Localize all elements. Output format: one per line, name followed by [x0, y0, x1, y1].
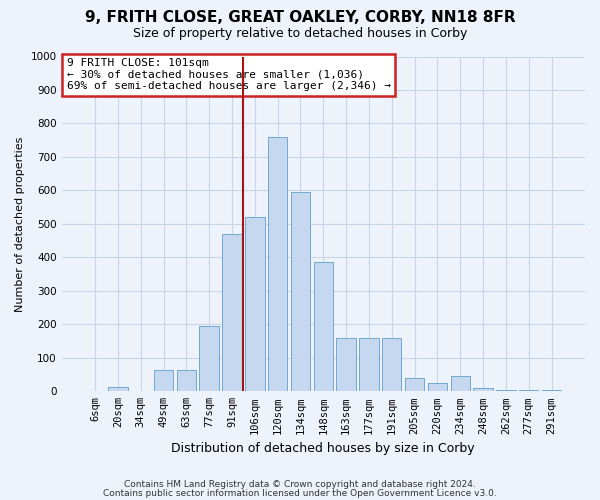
Text: Contains public sector information licensed under the Open Government Licence v3: Contains public sector information licen… [103, 490, 497, 498]
Bar [359, 338, 379, 392]
Bar [222, 234, 242, 392]
Bar [245, 217, 265, 392]
Bar [268, 137, 287, 392]
Bar [496, 390, 515, 392]
Y-axis label: Number of detached properties: Number of detached properties [15, 136, 25, 312]
Bar [108, 388, 128, 392]
Bar [154, 370, 173, 392]
Bar [428, 383, 447, 392]
Bar [519, 390, 538, 392]
Text: Size of property relative to detached houses in Corby: Size of property relative to detached ho… [133, 28, 467, 40]
Bar [473, 388, 493, 392]
Bar [542, 390, 561, 392]
Text: 9 FRITH CLOSE: 101sqm
← 30% of detached houses are smaller (1,036)
69% of semi-d: 9 FRITH CLOSE: 101sqm ← 30% of detached … [67, 58, 391, 92]
Bar [337, 338, 356, 392]
Bar [291, 192, 310, 392]
Bar [314, 262, 333, 392]
Bar [451, 376, 470, 392]
Bar [199, 326, 219, 392]
X-axis label: Distribution of detached houses by size in Corby: Distribution of detached houses by size … [172, 442, 475, 455]
Bar [382, 338, 401, 392]
Text: Contains HM Land Registry data © Crown copyright and database right 2024.: Contains HM Land Registry data © Crown c… [124, 480, 476, 489]
Bar [176, 370, 196, 392]
Bar [405, 378, 424, 392]
Text: 9, FRITH CLOSE, GREAT OAKLEY, CORBY, NN18 8FR: 9, FRITH CLOSE, GREAT OAKLEY, CORBY, NN1… [85, 10, 515, 25]
